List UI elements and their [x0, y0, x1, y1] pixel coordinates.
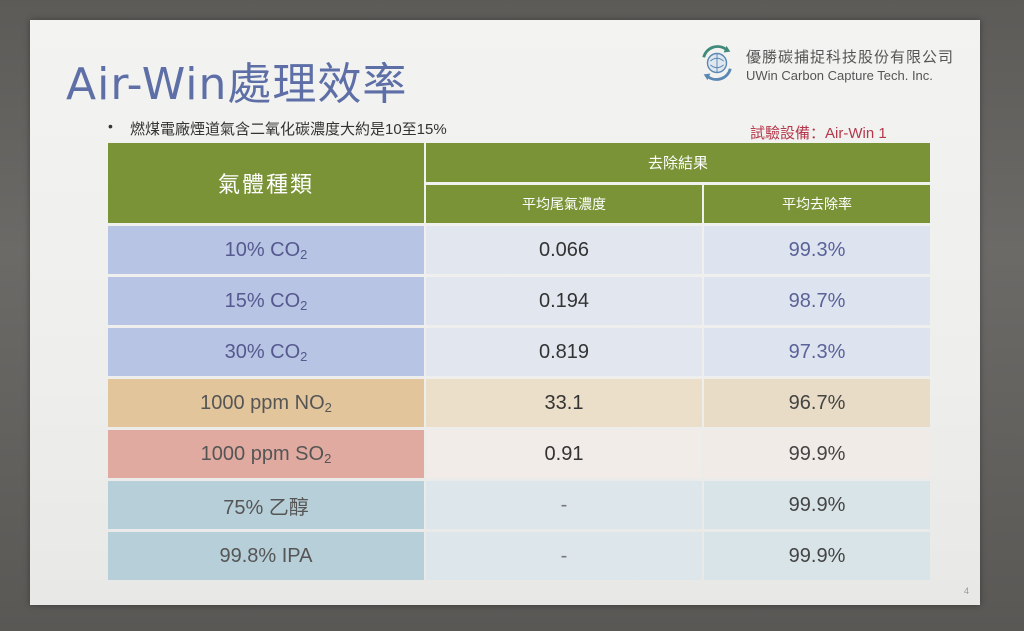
presentation-slide: Air-Win處理效率 優勝碳捕捉科技股份有限公司 UWin Carbon Ca… — [30, 20, 980, 605]
header-removal-result: 去除結果 — [426, 143, 930, 182]
bullet-marker: • — [108, 118, 113, 134]
avg-removal-rate-cell: 99.9% — [704, 481, 930, 529]
company-name-chinese: 優勝碳捕捉科技股份有限公司 — [746, 49, 955, 66]
avg-removal-rate-cell: 96.7% — [704, 379, 930, 427]
header-gas-type: 氣體種類 — [108, 143, 424, 223]
header-avg-removal-rate: 平均去除率 — [704, 184, 930, 223]
gas-type-cell: 15% CO2 — [108, 277, 424, 325]
avg-concentration-cell: 0.91 — [426, 430, 702, 478]
table-row: 1000 ppm NO2 33.1 96.7% — [108, 379, 930, 427]
avg-concentration-cell: - — [426, 532, 702, 580]
avg-removal-rate-cell: 99.9% — [704, 430, 930, 478]
equipment-label: 試驗設備：Air-Win 1 — [750, 125, 887, 142]
table-row: 10% CO2 0.066 99.3% — [108, 226, 930, 274]
bullet-text: 燃煤電廠煙道氣含二氧化碳濃度大約是10至15% — [130, 121, 447, 138]
removal-efficiency-table: 氣體種類 去除結果 平均尾氣濃度 平均去除率 10% CO2 0.066 99.… — [106, 140, 932, 583]
avg-concentration-cell: 33.1 — [426, 379, 702, 427]
gas-type-cell: 75% 乙醇 — [108, 481, 424, 529]
avg-concentration-cell: 0.819 — [426, 328, 702, 376]
avg-removal-rate-cell: 99.9% — [704, 532, 930, 580]
header-avg-concentration: 平均尾氣濃度 — [426, 184, 702, 223]
avg-removal-rate-cell: 98.7% — [704, 277, 930, 325]
recycle-globe-icon — [702, 45, 732, 81]
gas-type-cell: 10% CO2 — [108, 226, 424, 274]
table-row: 1000 ppm SO2 0.91 99.9% — [108, 430, 930, 478]
avg-removal-rate-cell: 97.3% — [704, 328, 930, 376]
avg-concentration-cell: 0.194 — [426, 277, 702, 325]
gas-type-cell: 99.8% IPA — [108, 532, 424, 580]
company-name-english: UWin Carbon Capture Tech. Inc. — [746, 68, 933, 83]
table-header-row: 氣體種類 去除結果 — [108, 143, 930, 223]
avg-concentration-cell: - — [426, 481, 702, 529]
table-row: 75% 乙醇 - 99.9% — [108, 481, 930, 529]
table-row: 99.8% IPA - 99.9% — [108, 532, 930, 580]
gas-type-cell: 30% CO2 — [108, 328, 424, 376]
avg-concentration-cell: 0.066 — [426, 226, 702, 274]
page-number: 4 — [964, 586, 970, 596]
table-row: 30% CO2 0.819 97.3% — [108, 328, 930, 376]
avg-removal-rate-cell: 99.3% — [704, 226, 930, 274]
gas-type-cell: 1000 ppm NO2 — [108, 379, 424, 427]
gas-type-cell: 1000 ppm SO2 — [108, 430, 424, 478]
slide-title: Air-Win處理效率 — [66, 59, 408, 110]
table-row: 15% CO2 0.194 98.7% — [108, 277, 930, 325]
table-subheader-row: 平均尾氣濃度 平均去除率 — [108, 184, 930, 223]
